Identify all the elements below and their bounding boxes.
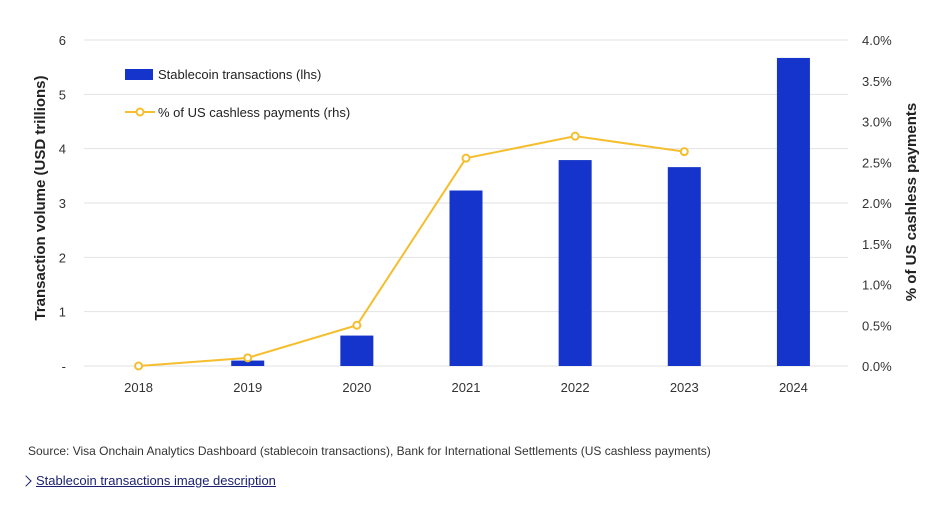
- line-series: [134, 131, 689, 371]
- right-axis-title: % of US cashless payments: [903, 103, 920, 301]
- right-tick-label: 1.0%: [862, 278, 892, 293]
- legend-bar-label: Stablecoin transactions (lhs): [158, 67, 321, 82]
- legend: Stablecoin transactions (lhs) % of US ca…: [125, 67, 350, 120]
- left-tick-label: 1: [59, 305, 66, 320]
- left-tick-label: -: [62, 359, 66, 374]
- right-tick-label: 3.5%: [862, 74, 892, 89]
- x-tick-label: 2019: [233, 380, 262, 395]
- line-point-2021: [461, 153, 471, 163]
- bar-2019: [231, 360, 265, 366]
- left-tick-label: 6: [59, 33, 66, 48]
- right-tick-label: 2.0%: [862, 196, 892, 211]
- bar-2022: [558, 160, 592, 366]
- x-tick-label: 2018: [124, 380, 153, 395]
- bar-2020: [340, 335, 374, 366]
- chevron-right-icon: [20, 474, 32, 487]
- right-tick-label: 0.0%: [862, 359, 892, 374]
- source-note: Source: Visa Onchain Analytics Dashboard…: [28, 444, 711, 458]
- right-tick-label: 0.5%: [862, 318, 892, 333]
- bar-series: [231, 57, 810, 367]
- x-tick-label: 2020: [342, 380, 371, 395]
- bar-2024: [776, 57, 810, 367]
- legend-line-label: % of US cashless payments (rhs): [158, 105, 350, 120]
- left-axis-title: Transaction volume (USD trillions): [32, 75, 49, 320]
- bar-2023: [667, 167, 701, 366]
- right-tick-label: 3.0%: [862, 115, 892, 130]
- x-axis-ticks: 2018 2019 2020 2021 2022 2023 2024: [124, 380, 808, 395]
- line-point-2019: [243, 353, 253, 363]
- image-description-link-label[interactable]: Stablecoin transactions image descriptio…: [36, 473, 276, 488]
- legend-line-marker: [135, 107, 145, 117]
- right-tick-label: 4.0%: [862, 33, 892, 48]
- line-point-2020: [352, 320, 362, 330]
- right-tick-label: 1.5%: [862, 237, 892, 252]
- line-point-2023: [679, 147, 689, 157]
- image-description-link[interactable]: Stablecoin transactions image descriptio…: [20, 473, 276, 488]
- legend-bar-swatch: [125, 69, 153, 80]
- line-path: [138, 135, 685, 367]
- right-axis-ticks: 0.0% 0.5% 1.0% 1.5% 2.0% 2.5% 3.0% 3.5% 4.0%: [862, 33, 892, 374]
- left-tick-label: 3: [59, 196, 66, 211]
- bar-2021: [449, 190, 483, 366]
- left-axis-ticks: - 1 2 3 4 5 6: [59, 33, 66, 374]
- x-tick-label: 2021: [452, 380, 481, 395]
- x-tick-label: 2023: [670, 380, 699, 395]
- left-tick-label: 2: [59, 250, 66, 265]
- line-point-2018: [134, 361, 144, 371]
- line-point-2022: [570, 131, 580, 141]
- right-tick-label: 2.5%: [862, 155, 892, 170]
- x-tick-label: 2024: [779, 380, 808, 395]
- left-tick-label: 4: [59, 142, 66, 157]
- chart-canvas: - 1 2 3 4 5 6 0.0% 0.5% 1.0% 1.5% 2.0% 2.5% 3.0% 3.5%…: [32, 33, 920, 395]
- x-tick-label: 2022: [561, 380, 590, 395]
- left-tick-label: 5: [59, 87, 66, 102]
